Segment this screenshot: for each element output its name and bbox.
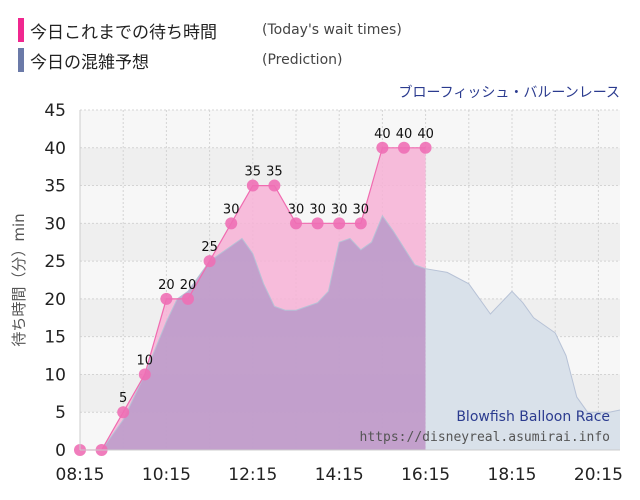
today-point	[268, 179, 281, 192]
plot-band	[80, 147, 620, 186]
today-point	[203, 255, 216, 268]
attraction-name: ブローフィッシュ・バルーンレース	[398, 85, 620, 101]
legend-prediction-label: 今日の混雑予想	[30, 52, 149, 73]
today-point	[117, 406, 130, 419]
prediction-line	[80, 214, 621, 451]
watermark-title: Blowfish Balloon Race	[456, 409, 610, 425]
legend-today-swatch	[18, 18, 24, 42]
x-tick-label: 08:15	[56, 465, 105, 485]
data-label: 30	[309, 202, 326, 217]
data-label: 40	[374, 127, 391, 142]
data-label: 35	[266, 165, 283, 180]
y-axis-label: 待ち時間（分）min	[10, 213, 28, 346]
plot-band	[80, 110, 620, 148]
legend-prediction: 今日の混雑予想 (Prediction)	[18, 48, 343, 73]
today-point	[333, 217, 346, 230]
data-label: 5	[119, 391, 127, 406]
today-point	[290, 217, 302, 230]
today-point	[246, 179, 259, 192]
prediction-area-past	[80, 215, 426, 450]
today-point	[311, 217, 324, 230]
data-label: 35	[245, 165, 262, 180]
x-tick-label: 16:15	[401, 465, 450, 485]
data-label: 20	[180, 278, 197, 293]
legend-today-label: 今日これまでの待ち時間	[30, 22, 217, 43]
data-label: 20	[158, 278, 175, 293]
today-point	[376, 141, 389, 154]
legend-prediction-swatch	[18, 48, 24, 72]
data-label: 10	[137, 353, 154, 368]
y-tick-label: 35	[44, 177, 66, 197]
y-tick-label: 25	[44, 252, 66, 272]
data-label: 40	[417, 127, 434, 142]
data-label: 30	[223, 202, 240, 217]
y-tick-label: 30	[44, 214, 66, 234]
plot-band	[80, 185, 620, 224]
y-tick-label: 45	[44, 101, 66, 121]
y-tick-label: 20	[44, 290, 66, 310]
data-label: 30	[288, 202, 305, 217]
today-point	[225, 217, 238, 230]
today-point	[419, 141, 432, 154]
today-point	[138, 368, 151, 381]
y-tick-label: 40	[44, 139, 66, 159]
x-tick-label: 20:15	[574, 465, 623, 485]
prediction-area-future	[425, 268, 620, 450]
today-point	[182, 292, 194, 305]
watermark-url: https://disneyreal.asumirai.info	[360, 430, 610, 445]
today-point	[160, 292, 173, 305]
x-tick-label: 14:15	[315, 465, 364, 485]
legend-prediction-sublabel: (Prediction)	[262, 52, 343, 68]
y-tick-label: 0	[55, 441, 66, 461]
x-tick-label: 12:15	[228, 465, 277, 485]
today-point	[398, 141, 410, 154]
today-point	[354, 217, 367, 230]
data-label: 40	[396, 127, 413, 142]
y-tick-label: 15	[44, 328, 66, 348]
legend-today-sublabel: (Today's wait times)	[262, 22, 402, 38]
x-tick-label: 10:15	[142, 465, 191, 485]
data-label: 30	[353, 202, 370, 217]
x-tick-label: 18:15	[488, 465, 537, 485]
data-label: 25	[201, 240, 218, 255]
data-label: 30	[331, 202, 348, 217]
legend-today: 今日これまでの待ち時間 (Today's wait times)	[18, 18, 402, 43]
y-tick-label: 10	[44, 365, 66, 385]
y-tick-label: 5	[55, 403, 66, 423]
